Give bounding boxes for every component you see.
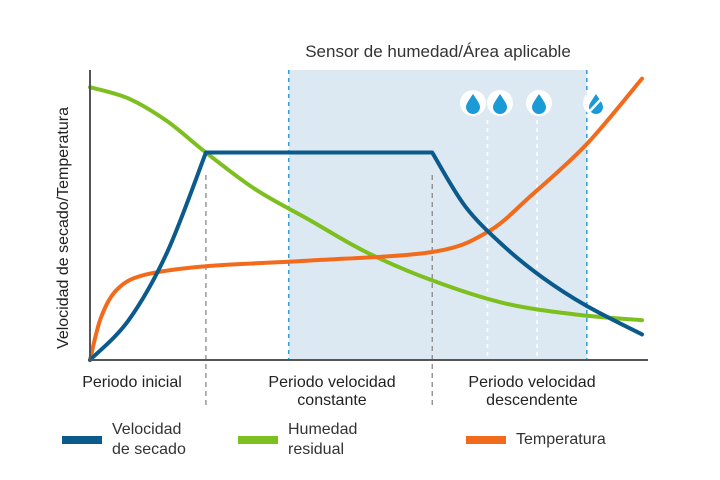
water-drop-icon-0 xyxy=(460,90,486,116)
y-axis-label: Velocidad de secado/Temperatura xyxy=(55,107,72,349)
legend-label-moisture-line2: residual xyxy=(288,441,345,458)
legend-swatch-temperature xyxy=(466,436,506,444)
water-drop-icon-1 xyxy=(487,90,513,116)
legend-item-temperature: Temperatura xyxy=(466,430,606,450)
phase-label-constant: Periodo velocidad constante xyxy=(232,374,432,410)
legend-item-drying-rate: Velocidad de secado xyxy=(62,420,186,460)
legend-label-drying-rate-line2: de secado xyxy=(112,441,186,458)
phase-label-falling-line1: Periodo velocidad xyxy=(468,374,596,391)
legend-label-drying-rate: Velocidad de secado xyxy=(112,420,186,460)
legend-swatch-moisture xyxy=(238,436,278,444)
legend-label-drying-rate-line1: Velocidad xyxy=(112,421,182,438)
legend-label-temperature: Temperatura xyxy=(516,430,606,450)
water-drop-icon-shape-0 xyxy=(466,94,480,114)
series-line-0 xyxy=(88,150,644,362)
phase-label-falling: Periodo velocidad descendente xyxy=(432,374,632,410)
water-drop-icon-shape-2 xyxy=(532,94,546,114)
series-line-1 xyxy=(88,85,644,323)
phase-label-constant-line2: constante xyxy=(297,392,367,409)
legend-item-moisture: Humedad residual xyxy=(238,420,357,460)
phase-label-initial-line1: Periodo inicial xyxy=(82,374,182,391)
phase-label-initial: Periodo inicial xyxy=(62,374,202,392)
phase-label-constant-line1: Periodo velocidad xyxy=(268,374,396,391)
water-drop-slashed-icon-slash-3 xyxy=(589,96,604,112)
legend-label-moisture: Humedad residual xyxy=(288,420,357,460)
water-drop-slashed-icon-3 xyxy=(583,90,609,116)
series-line-2 xyxy=(88,76,644,362)
sensor-region-label: Sensor de humedad/Área aplicable xyxy=(305,42,571,61)
phase-label-falling-line2: descendente xyxy=(486,392,578,409)
water-drop-icon-2 xyxy=(526,90,552,116)
legend-label-temperature-line1: Temperatura xyxy=(516,431,606,448)
sensor-region-area xyxy=(288,70,587,360)
water-drop-icon-shape-1 xyxy=(493,94,507,114)
legend-swatch-drying-rate xyxy=(62,436,102,444)
legend-label-moisture-line1: Humedad xyxy=(288,421,358,438)
